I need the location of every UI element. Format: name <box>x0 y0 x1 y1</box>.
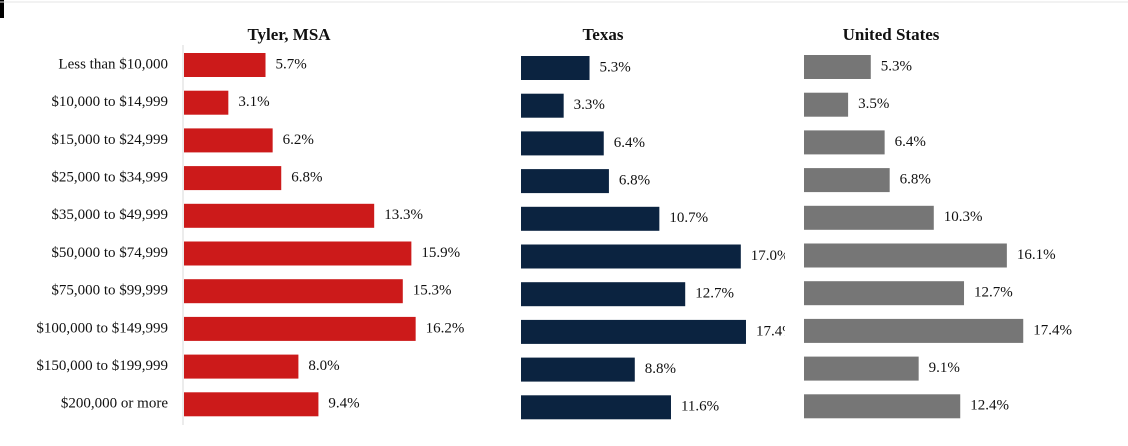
panel-title: United States <box>843 25 940 44</box>
value-label: 8.0% <box>308 358 339 374</box>
value-label: 16.1% <box>1017 247 1056 263</box>
bar <box>804 130 885 155</box>
category-label: $50,000 to $74,999 <box>51 245 168 261</box>
category-label: Less than $10,000 <box>58 56 168 72</box>
panel-title: Texas <box>583 25 624 44</box>
value-label: 6.8% <box>291 170 322 186</box>
bar <box>804 243 1007 268</box>
bar <box>184 128 273 153</box>
category-label: $15,000 to $24,999 <box>51 132 168 148</box>
value-label: 10.7% <box>669 210 708 226</box>
value-label: 12.7% <box>695 286 734 302</box>
value-label: 6.4% <box>614 135 645 151</box>
value-label: 3.1% <box>238 94 269 110</box>
bar <box>521 206 660 231</box>
bar <box>184 241 412 266</box>
bar <box>804 205 934 230</box>
value-label: 5.3% <box>881 58 912 74</box>
value-label: 10.3% <box>944 209 983 225</box>
value-label: 11.6% <box>681 399 719 415</box>
value-label: 17.4% <box>1033 322 1072 338</box>
value-label: 8.8% <box>645 361 676 377</box>
category-label: $25,000 to $34,999 <box>51 170 168 186</box>
bar <box>521 319 746 344</box>
bar <box>521 395 671 420</box>
corner-mark <box>0 0 4 18</box>
value-label: 12.7% <box>974 285 1013 301</box>
bar <box>804 356 919 381</box>
value-label: 9.1% <box>929 360 960 376</box>
bar <box>184 316 416 341</box>
texas-panel: 5.3% 3.3% 6.4% 6.8% 10.7% 17.0% 12.7% 17.4% 8.8%… <box>521 56 795 420</box>
bar <box>184 392 319 417</box>
value-label: 5.3% <box>600 59 631 75</box>
bar <box>521 93 564 118</box>
value-label: 5.7% <box>276 56 307 72</box>
bar <box>521 169 609 194</box>
bar <box>184 203 375 228</box>
bar <box>804 281 965 306</box>
bar <box>184 90 229 115</box>
category-label: $100,000 to $149,999 <box>36 320 168 336</box>
value-label: 6.4% <box>895 134 926 150</box>
value-label: 12.4% <box>970 398 1009 414</box>
value-label: 15.3% <box>413 283 452 299</box>
bar <box>521 282 686 307</box>
value-label: 6.8% <box>619 173 650 189</box>
value-label: 6.8% <box>900 172 931 188</box>
panel-title: Tyler, MSA <box>247 25 331 44</box>
value-label: 9.4% <box>328 396 359 412</box>
bar <box>804 168 890 193</box>
bar <box>184 279 403 304</box>
category-label: $75,000 to $99,999 <box>51 283 168 299</box>
bar <box>804 55 871 79</box>
bar <box>804 318 1024 343</box>
value-label: 3.5% <box>858 96 889 112</box>
bar <box>184 354 299 379</box>
category-label: $35,000 to $49,999 <box>51 207 168 223</box>
category-label: $150,000 to $199,999 <box>36 358 168 374</box>
value-label: 15.9% <box>421 245 460 261</box>
category-label: $200,000 or more <box>61 396 168 412</box>
bar <box>804 92 849 117</box>
bar <box>521 357 635 382</box>
value-label: 6.2% <box>283 132 314 148</box>
bar <box>521 244 741 269</box>
bar <box>521 131 604 156</box>
bar <box>804 394 961 419</box>
bar <box>521 56 590 80</box>
value-label: 3.3% <box>574 97 605 113</box>
bar <box>184 166 282 191</box>
value-label: 17.0% <box>751 248 790 264</box>
category-label: $10,000 to $14,999 <box>51 94 168 110</box>
bar <box>184 53 266 77</box>
value-label: 17.4% <box>756 323 795 339</box>
value-label: 13.3% <box>384 207 423 223</box>
value-label: 16.2% <box>426 320 465 336</box>
